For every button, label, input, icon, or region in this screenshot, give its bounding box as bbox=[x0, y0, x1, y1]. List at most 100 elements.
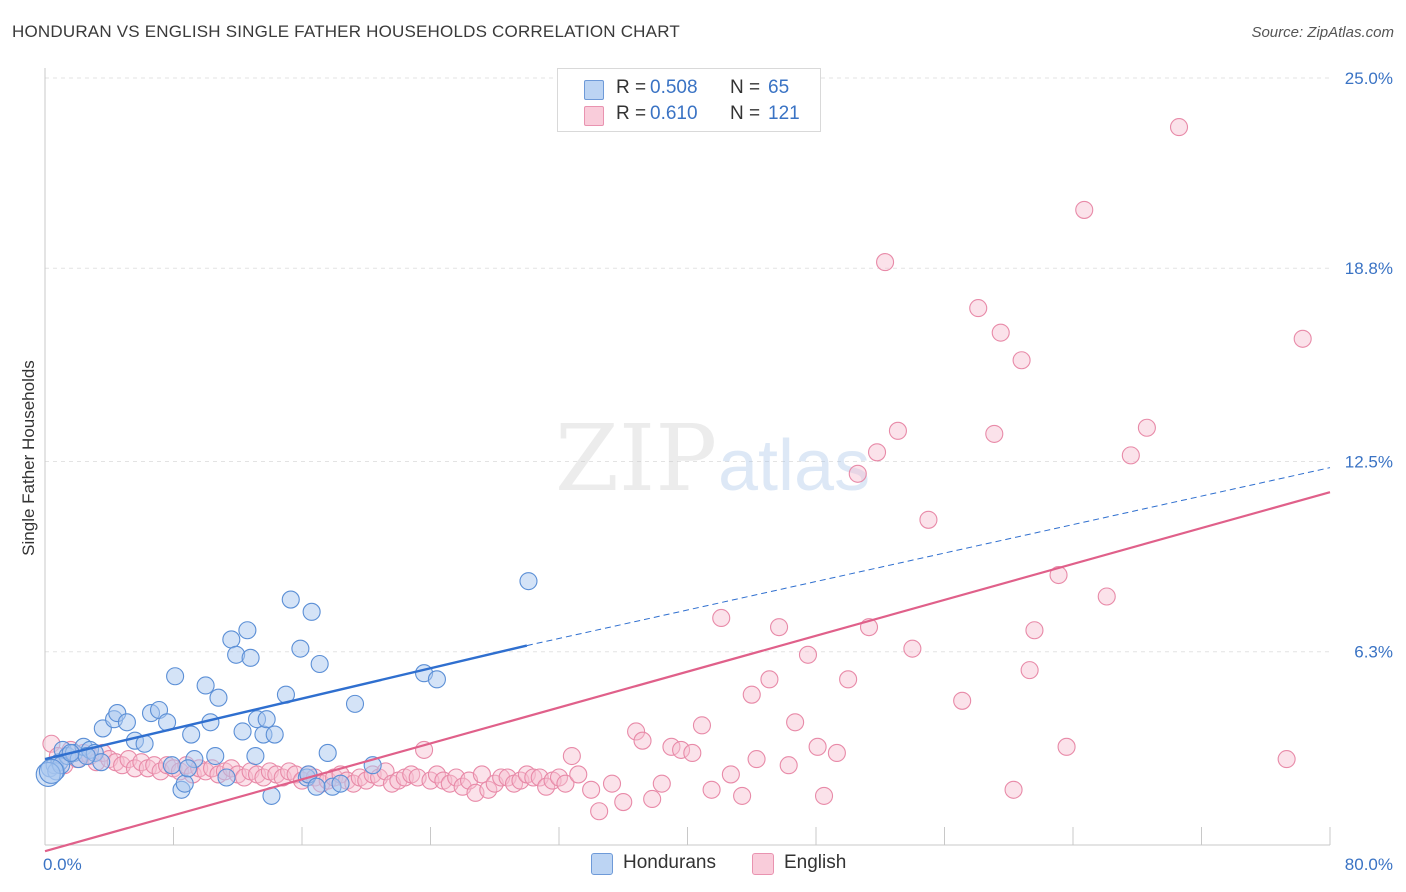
english-point bbox=[692, 716, 712, 735]
english-point bbox=[827, 743, 846, 763]
english-point bbox=[1012, 351, 1031, 370]
english-point bbox=[524, 768, 543, 787]
honduran-point bbox=[427, 670, 446, 689]
honduran-point bbox=[182, 725, 201, 744]
english-trendline bbox=[44, 491, 1331, 853]
english-point bbox=[569, 765, 588, 784]
english-point bbox=[991, 323, 1010, 342]
y-tick-label: 6.3% bbox=[1354, 643, 1393, 662]
english-point bbox=[969, 299, 988, 318]
legend-label-hondurans: Hondurans bbox=[623, 852, 716, 873]
english-point bbox=[867, 443, 887, 462]
y-tick-labels: 6.3% 12.5% 18.8% 25.0% bbox=[1345, 69, 1393, 662]
stats-legend: R = 0.508 N = 65 R = 0.610 N = 121 bbox=[557, 68, 821, 132]
legend-swatch-blue bbox=[584, 80, 604, 100]
legend-r-label: R = bbox=[616, 77, 647, 98]
y-tick-label: 12.5% bbox=[1345, 453, 1393, 472]
axes bbox=[44, 68, 1331, 846]
gridlines bbox=[45, 77, 1330, 653]
english-point bbox=[1277, 750, 1296, 769]
english-point bbox=[786, 713, 805, 732]
english-point bbox=[808, 737, 827, 756]
english-point bbox=[1020, 661, 1039, 680]
legend-label-english: English bbox=[784, 852, 847, 873]
english-point bbox=[1293, 329, 1312, 348]
honduran-point bbox=[233, 722, 252, 741]
honduran-point bbox=[291, 639, 310, 658]
english-point bbox=[1057, 737, 1076, 756]
honduran-point bbox=[281, 590, 300, 609]
honduran-point bbox=[162, 756, 181, 775]
honduran-point bbox=[307, 777, 326, 796]
english-point bbox=[633, 731, 652, 750]
english-point bbox=[702, 780, 721, 799]
source-label: Source: ZipAtlas.com bbox=[1251, 24, 1394, 41]
honduran-point bbox=[331, 774, 350, 793]
english-point bbox=[672, 740, 691, 759]
english-point bbox=[602, 774, 622, 793]
english-point bbox=[848, 464, 867, 483]
honduran-point bbox=[265, 725, 284, 744]
english-point bbox=[562, 746, 581, 766]
english-point bbox=[1075, 200, 1094, 219]
english-point bbox=[683, 743, 702, 763]
english-point bbox=[953, 691, 972, 710]
english-point bbox=[798, 645, 818, 664]
english-point bbox=[888, 421, 907, 440]
english-point bbox=[1121, 446, 1140, 465]
legend-swatch-pink bbox=[752, 853, 774, 875]
english-point bbox=[652, 774, 671, 793]
english-point bbox=[1049, 565, 1068, 585]
english-point bbox=[712, 608, 731, 628]
honduran-point bbox=[519, 572, 538, 591]
watermark-zip: ZIP bbox=[555, 405, 717, 512]
x-tick-label: 80.0% bbox=[1345, 855, 1393, 874]
english-point bbox=[556, 774, 575, 793]
honduran-point bbox=[77, 746, 96, 766]
honduran-point bbox=[206, 746, 225, 766]
hondurans-trendline-extension bbox=[526, 467, 1331, 647]
y-axis-label: Single Father Households bbox=[19, 360, 38, 556]
english-point bbox=[876, 253, 895, 272]
english-point bbox=[472, 765, 491, 784]
legend-r-label: R = bbox=[616, 103, 647, 124]
english-point bbox=[1169, 118, 1189, 137]
honduran-point bbox=[246, 746, 265, 766]
english-point bbox=[627, 722, 646, 741]
english-point bbox=[742, 685, 761, 704]
honduran-point bbox=[238, 621, 257, 640]
english-point bbox=[662, 737, 681, 756]
watermark-atlas: atlas bbox=[718, 426, 870, 506]
honduran-point bbox=[117, 713, 136, 732]
legend-n-value: 65 bbox=[768, 77, 790, 98]
honduran-point bbox=[196, 676, 215, 695]
english-point bbox=[614, 792, 633, 812]
honduran-point bbox=[209, 688, 228, 707]
honduran-point bbox=[241, 648, 260, 667]
legend-n-value: 121 bbox=[768, 103, 800, 124]
english-point bbox=[733, 786, 752, 805]
english-point bbox=[903, 639, 922, 658]
honduran-point bbox=[38, 758, 64, 784]
english-point bbox=[985, 424, 1004, 443]
english-point bbox=[747, 750, 766, 769]
english-point bbox=[590, 802, 609, 821]
legend-n-label: N = bbox=[730, 77, 761, 98]
english-point bbox=[1025, 621, 1044, 640]
trendlines bbox=[44, 467, 1331, 853]
honduran-point bbox=[222, 630, 241, 649]
english-point bbox=[770, 618, 789, 637]
legend-n-label: N = bbox=[730, 103, 761, 124]
english-point bbox=[919, 510, 938, 529]
honduran-point bbox=[318, 743, 337, 763]
honduran-point bbox=[345, 694, 365, 713]
english-point bbox=[1097, 587, 1116, 606]
honduran-point bbox=[166, 667, 185, 686]
english-point bbox=[582, 780, 601, 799]
watermark: ZIP atlas bbox=[555, 405, 870, 512]
x-tick-labels: 0.0% 80.0% bbox=[43, 855, 1393, 874]
honduran-point bbox=[310, 654, 329, 674]
honduran-point bbox=[175, 774, 194, 793]
legend-r-value: 0.508 bbox=[650, 77, 698, 98]
